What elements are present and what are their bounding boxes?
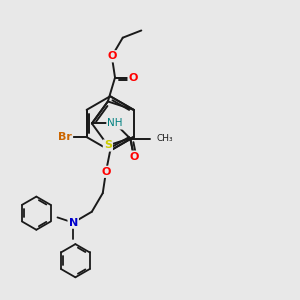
Text: O: O [129,73,138,82]
Text: O: O [107,51,116,61]
Text: NH: NH [107,118,123,128]
Text: O: O [129,152,139,162]
Text: O: O [101,167,111,177]
Text: S: S [104,140,112,151]
Text: Br: Br [58,132,72,142]
Text: N: N [69,218,78,228]
Text: CH₃: CH₃ [156,134,173,143]
